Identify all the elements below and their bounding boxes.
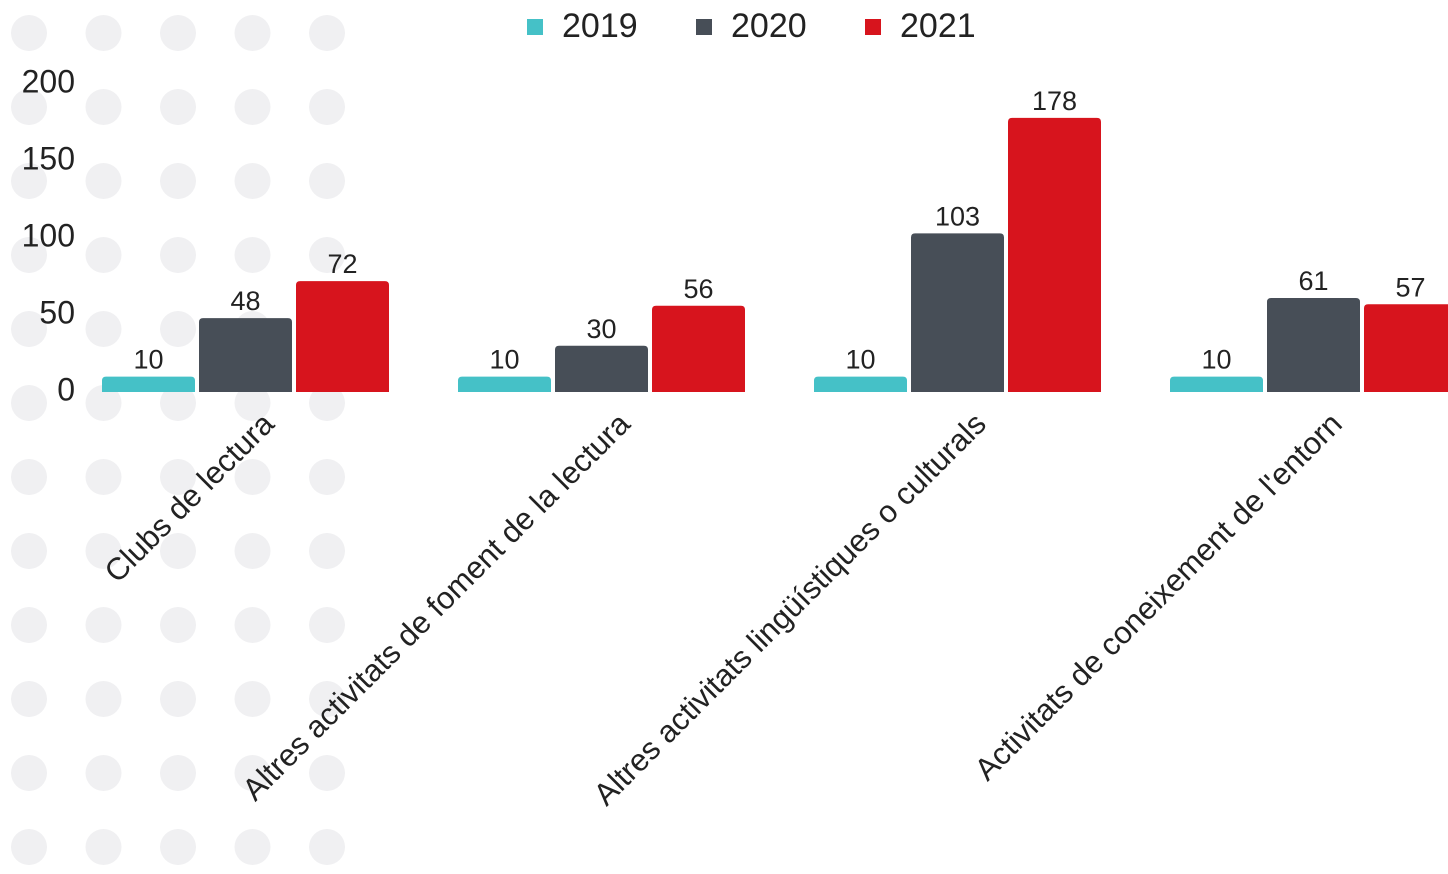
bar	[458, 376, 551, 392]
x-tick-label: Altres activitats lingüístiques o cultur…	[587, 406, 993, 812]
legend-swatch	[865, 19, 881, 35]
y-tick-label: 0	[57, 371, 75, 407]
data-label: 48	[230, 286, 260, 316]
bar	[555, 345, 648, 392]
x-tick-label: Activitats de coneixement de l'entorn	[968, 406, 1349, 787]
legend-label: 2020	[731, 7, 807, 45]
data-label: 56	[683, 274, 713, 304]
bar	[911, 233, 1004, 392]
bar	[102, 376, 195, 392]
y-tick-label: 150	[22, 140, 75, 176]
data-label: 10	[489, 345, 519, 375]
bar	[652, 305, 745, 392]
bar	[296, 281, 389, 392]
bar	[1364, 304, 1448, 392]
legend-swatch	[527, 19, 543, 35]
data-label: 10	[845, 345, 875, 375]
data-label: 10	[1201, 345, 1231, 375]
bar	[814, 376, 907, 392]
data-label: 10	[133, 345, 163, 375]
bar	[1008, 117, 1101, 392]
bar	[199, 318, 292, 392]
y-tick-label: 200	[22, 63, 75, 99]
bar	[1170, 376, 1263, 392]
data-label: 178	[1032, 86, 1077, 116]
y-tick-label: 100	[22, 217, 75, 253]
legend-swatch	[696, 19, 712, 35]
legend-label: 2021	[900, 7, 976, 45]
legend-label: 2019	[562, 7, 638, 45]
data-label: 72	[327, 249, 357, 279]
bar	[1267, 298, 1360, 392]
y-tick-label: 50	[39, 294, 75, 330]
data-label: 61	[1298, 266, 1328, 296]
data-label: 57	[1395, 272, 1425, 302]
background-dots	[0, 0, 380, 874]
data-label: 30	[586, 314, 616, 344]
data-label: 103	[935, 202, 980, 232]
